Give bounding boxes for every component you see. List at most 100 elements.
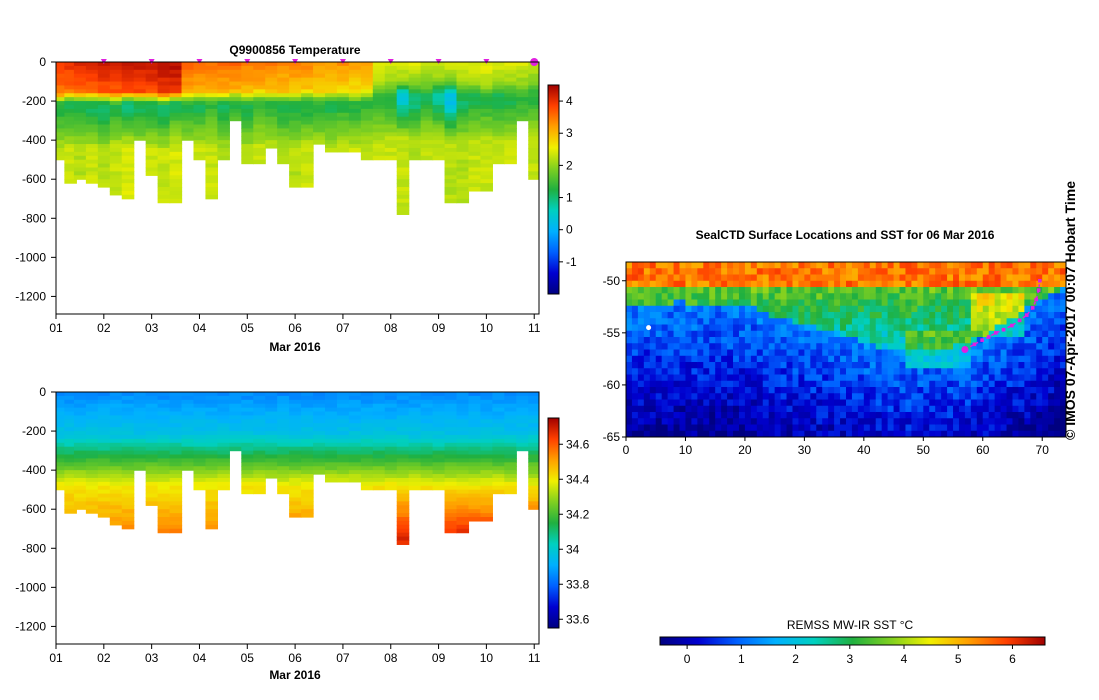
salinity-cell	[313, 411, 326, 417]
sst-cell	[786, 355, 793, 363]
sst-cell	[911, 418, 918, 425]
sst-cell	[964, 299, 972, 307]
sst-cell	[673, 305, 681, 313]
temperature-cell	[360, 108, 374, 114]
salinity-cell	[372, 399, 386, 405]
temperature-cell	[193, 120, 207, 126]
salinity-cell	[396, 493, 410, 499]
salinity-cell	[193, 399, 207, 405]
temperature-cell	[504, 77, 517, 83]
temperature-cell	[205, 124, 218, 130]
salinity-cell	[384, 395, 398, 401]
sst-cell	[673, 343, 681, 350]
salinity-cell	[241, 458, 254, 463]
salinity-cell	[193, 434, 207, 440]
sst-cell	[762, 324, 770, 332]
temperature-cell	[193, 116, 207, 122]
sst-cell	[846, 430, 853, 437]
salinity-cell	[73, 423, 87, 428]
temperature-cell	[56, 81, 68, 87]
sst-cell	[1006, 293, 1013, 300]
salinity-cell	[492, 481, 505, 487]
salinity-cell	[229, 442, 242, 448]
temperature-cell	[121, 144, 135, 149]
temperature-cell	[64, 120, 77, 126]
salinity-cell	[97, 419, 111, 424]
sst-cell	[988, 399, 996, 407]
sst-cell	[709, 412, 716, 419]
salinity-cell	[169, 415, 183, 420]
temperature-cell	[360, 62, 374, 67]
temperature-cell	[85, 120, 99, 126]
temperature-cell	[528, 97, 539, 102]
temperature-cell	[97, 175, 111, 180]
sst-cell	[917, 330, 924, 338]
salinity-cell	[360, 466, 374, 471]
salinity-cell	[121, 517, 135, 522]
temperature-cell	[468, 171, 482, 176]
temperature-cell	[193, 104, 207, 110]
sst-cell	[893, 330, 901, 338]
temperature-cell	[444, 136, 458, 141]
colorbar-tick-label: 34.4	[566, 472, 590, 486]
sst-cell	[816, 330, 823, 338]
temperature-cell	[504, 132, 517, 137]
temperature-cell	[289, 65, 302, 71]
temperature-cell	[348, 128, 362, 133]
sst-cell	[626, 412, 633, 419]
sst-cell	[929, 349, 936, 357]
sst-cell	[626, 343, 633, 350]
temperature-cell	[468, 73, 482, 79]
salinity-cell	[492, 392, 505, 397]
salinity-cell	[468, 497, 482, 502]
sst-cell	[1006, 393, 1013, 400]
temperature-cell	[396, 198, 410, 204]
sst-cell	[1012, 380, 1019, 388]
salinity-cell	[169, 501, 183, 506]
x-tick-label: 07	[336, 321, 350, 335]
salinity-cell	[85, 509, 99, 514]
temperature-cell	[408, 144, 422, 149]
sst-cell	[798, 393, 805, 400]
sst-cell	[655, 349, 663, 357]
sst-cell	[661, 324, 669, 332]
sst-cell	[988, 412, 996, 419]
salinity-cell	[396, 438, 410, 444]
salinity-cell	[468, 501, 482, 506]
sst-cell	[721, 274, 728, 282]
temperature-cell	[456, 132, 470, 137]
sst-cell	[810, 424, 817, 432]
temperature-cell	[372, 132, 386, 137]
temperature-cell	[468, 167, 482, 172]
sst-cell	[727, 430, 734, 437]
salinity-cell	[348, 446, 362, 452]
temperature-cell	[289, 120, 302, 126]
sst-cell	[828, 387, 835, 394]
sst-cell	[626, 274, 633, 282]
sst-cell	[851, 430, 859, 437]
salinity-cell	[384, 419, 398, 424]
salinity-cell	[313, 431, 326, 436]
temperature-cell	[73, 120, 87, 126]
sst-cell	[792, 393, 799, 400]
salinity-cell	[109, 442, 123, 448]
sst-cell	[685, 280, 692, 288]
salinity-cell	[504, 485, 517, 491]
sst-cell	[756, 362, 764, 369]
colorbar-tick-label: 34.2	[566, 507, 590, 521]
sst-cell	[846, 374, 853, 382]
salinity-cell	[384, 454, 398, 460]
salinity-cell	[253, 411, 266, 417]
temperature-cell	[372, 81, 386, 87]
sst-cell	[679, 337, 686, 344]
sst-cell	[923, 318, 930, 325]
salinity-cell	[97, 505, 111, 510]
temperature-cell	[528, 104, 539, 110]
salinity-cell	[109, 481, 123, 487]
sst-cell	[697, 430, 704, 437]
sst-cell	[941, 287, 948, 294]
salinity-cell	[85, 446, 99, 452]
sst-cell	[964, 274, 972, 282]
salinity-cell	[73, 505, 87, 510]
salinity-cell	[432, 454, 446, 460]
